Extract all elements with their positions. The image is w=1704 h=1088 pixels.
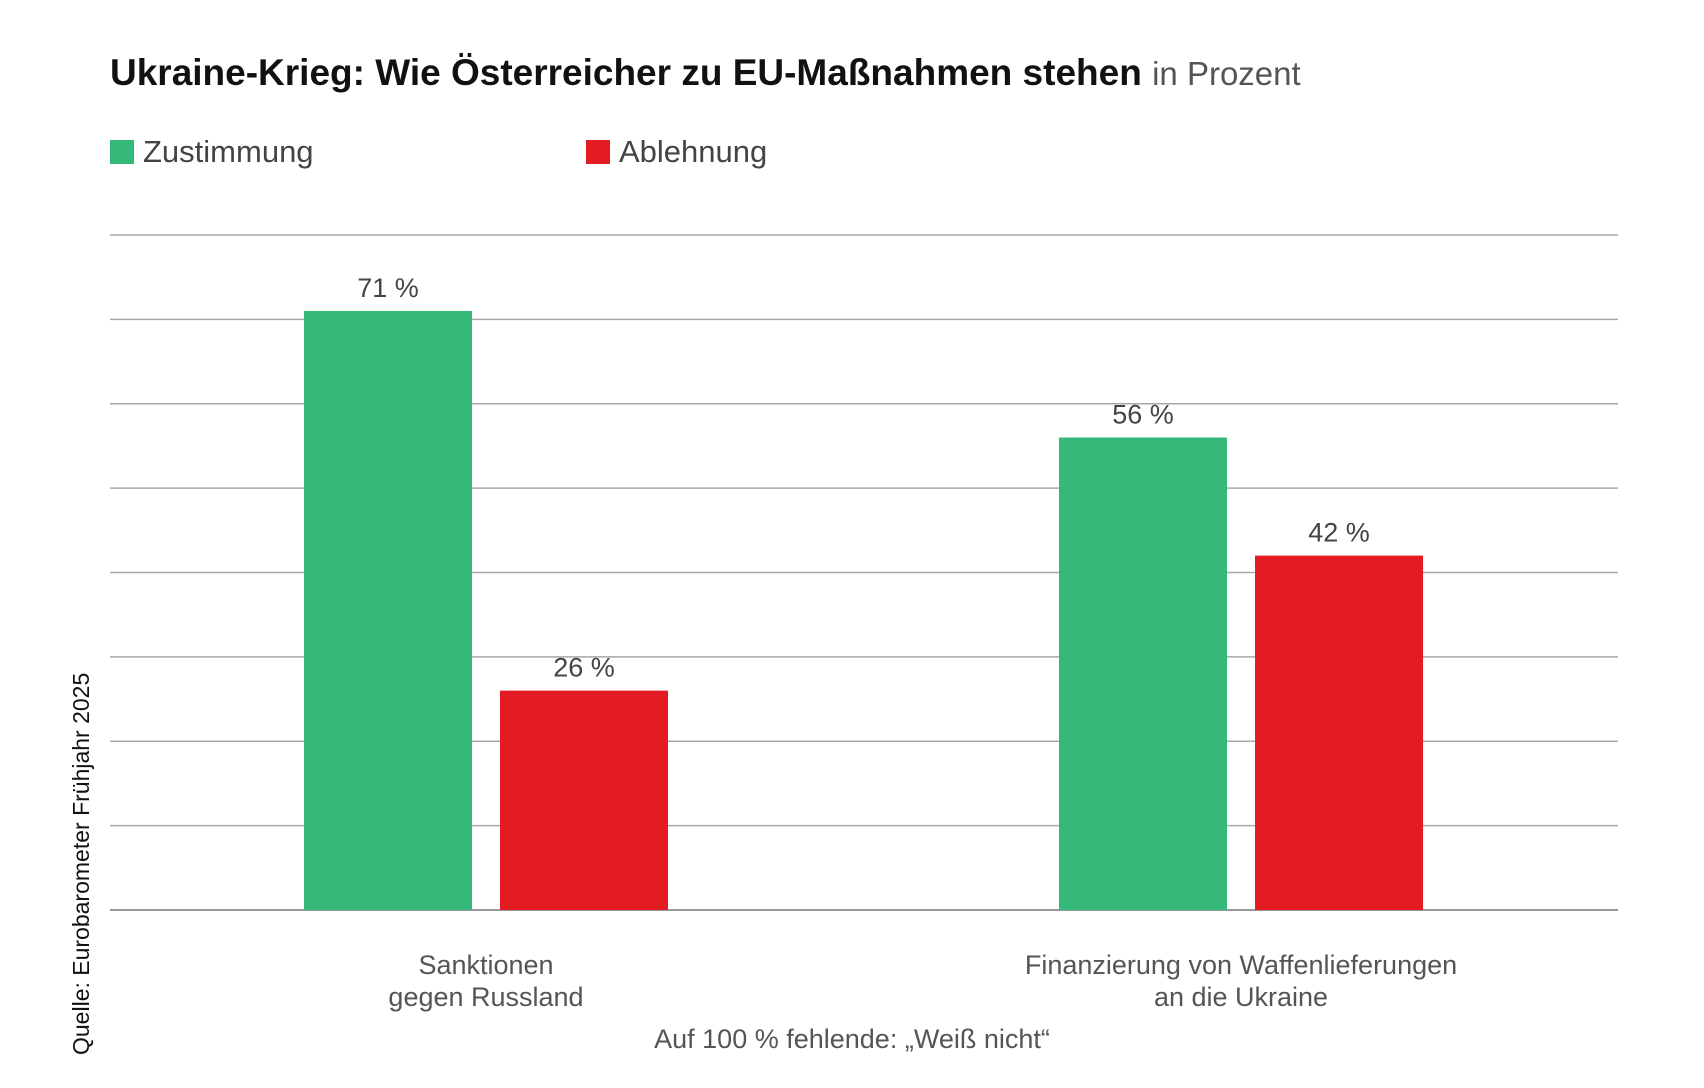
category-label: Sanktionen (418, 950, 553, 980)
chart-title-unit: in Prozent (1152, 55, 1301, 92)
category-label: Finanzierung von Waffenlieferungen (1025, 950, 1457, 980)
footnote: Auf 100 % fehlende: „Weiß nicht“ (654, 1024, 1050, 1054)
chart-title-main: Ukraine-Krieg: Wie Österreicher zu EU-Ma… (110, 52, 1142, 93)
data-label: 56 % (1112, 400, 1174, 430)
bar-zustimmung (1059, 437, 1227, 910)
category-label: an die Ukraine (1154, 982, 1328, 1012)
category-label: gegen Russland (388, 982, 583, 1012)
legend-swatch-zustimmung (110, 140, 134, 164)
bar-zustimmung (304, 310, 472, 910)
legend-swatch-ablehnung (586, 140, 610, 164)
source-note: Quelle: Eurobarometer Frühjahr 2025 (68, 672, 94, 1055)
bar-ablehnung (1255, 555, 1423, 910)
chart-title: Ukraine-Krieg: Wie Österreicher zu EU-Ma… (110, 52, 1301, 94)
legend-label-ablehnung: Ablehnung (619, 134, 768, 169)
legend-item-zustimmung: Zustimmung (110, 134, 314, 170)
data-label: 71 % (357, 273, 419, 303)
legend-item-ablehnung: Ablehnung (586, 134, 767, 170)
bar-ablehnung (500, 690, 668, 910)
data-label: 26 % (553, 653, 615, 683)
data-label: 42 % (1308, 518, 1370, 548)
legend-label-zustimmung: Zustimmung (143, 134, 314, 169)
